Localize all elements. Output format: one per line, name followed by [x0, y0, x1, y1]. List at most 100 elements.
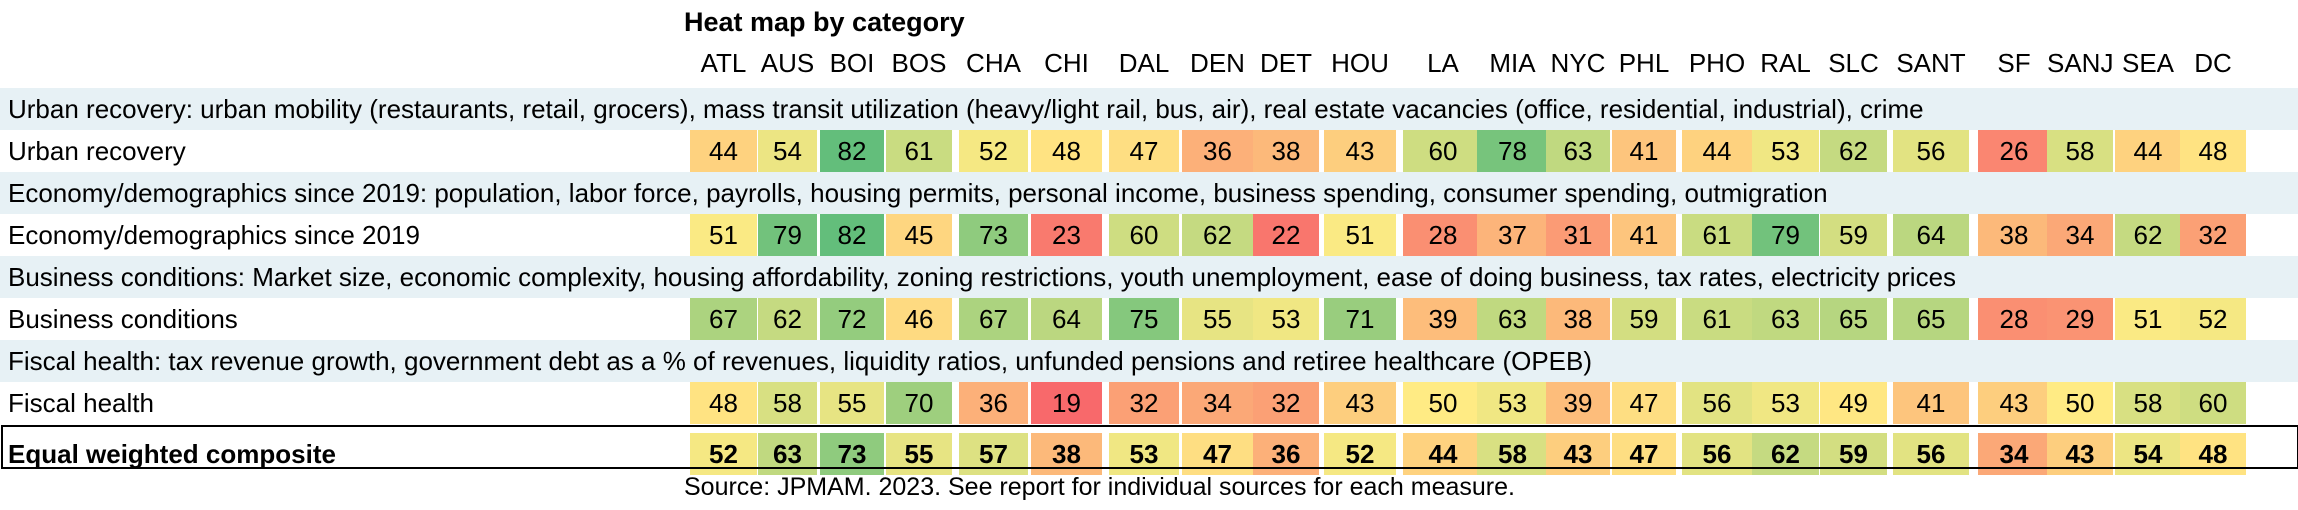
composite-row: Equal weighted composite 52 63 73 55 57 38 53 47…: [0, 433, 2298, 475]
heatmap-cell: 39: [1403, 298, 1483, 340]
column-header: CHI: [1044, 48, 1089, 78]
heatmap-cell: 44: [690, 130, 757, 172]
column-header: DC: [2194, 48, 2232, 78]
heatmap-cell: 61: [1682, 298, 1752, 340]
heatmap-cell: 58: [758, 382, 817, 424]
heatmap-cell: 61: [1682, 214, 1752, 256]
category-description: Business conditions: Market size, econom…: [0, 256, 2298, 298]
category-description: Urban recovery: urban mobility (restaura…: [0, 88, 2298, 130]
heatmap-cell: 60: [2180, 382, 2246, 424]
heatmap-cell: 36: [1182, 130, 1253, 172]
heatmap-cell: 43: [1324, 382, 1396, 424]
heatmap-cell: 60: [1403, 130, 1483, 172]
heatmap-cell: 41: [1893, 382, 1969, 424]
heatmap-cell: 55: [886, 433, 952, 475]
heatmap-cell: 54: [758, 130, 817, 172]
heatmap-cell: 38: [1978, 214, 2050, 256]
heatmap-cell: 62: [1752, 433, 1819, 475]
heatmap-cell: 49: [1820, 382, 1887, 424]
heatmap-cell: 63: [1546, 130, 1610, 172]
heatmap-cell: 52: [690, 433, 757, 475]
heatmap-cell: 58: [1477, 433, 1548, 475]
column-header: DET: [1260, 48, 1312, 78]
heatmap-cell: 62: [1820, 130, 1887, 172]
heatmap-cell: 79: [758, 214, 817, 256]
heatmap-cell: 43: [2047, 433, 2113, 475]
heatmap-cell: 62: [2115, 214, 2181, 256]
row-label: Business conditions: [8, 304, 238, 334]
heatmap-cell: 82: [820, 130, 884, 172]
heatmap-cell: 52: [1324, 433, 1396, 475]
heatmap-cell: 73: [959, 214, 1028, 256]
heatmap-cell: 63: [1752, 298, 1819, 340]
heatmap-cell: 43: [1546, 433, 1610, 475]
heatmap-cell: 64: [1031, 298, 1102, 340]
heatmap-cell: 56: [1893, 433, 1969, 475]
heatmap-cell: 53: [1253, 298, 1319, 340]
category-row: Business conditions 67 62 72 46 67 64 75 55 53 71 3…: [0, 298, 2298, 340]
column-header: DAL: [1118, 48, 1170, 78]
heatmap-cell: 32: [2180, 214, 2246, 256]
heatmap-cell: 34: [1182, 382, 1253, 424]
heatmap-cell: 56: [1893, 130, 1969, 172]
heatmap-cell: 59: [1820, 214, 1887, 256]
column-header: PHO: [1688, 48, 1746, 78]
heatmap-cell: 53: [1477, 382, 1548, 424]
heatmap-cell: 48: [2180, 433, 2246, 475]
heatmap-cell: 44: [1403, 433, 1483, 475]
heatmap-cell: 63: [1477, 298, 1548, 340]
source-note: Source: JPMAM. 2023. See report for indi…: [684, 473, 1515, 501]
heatmap-cell: 57: [959, 433, 1028, 475]
heatmap-cell: 44: [1682, 130, 1752, 172]
heatmap-cell: 54: [2115, 433, 2181, 475]
heatmap-cell: 38: [1546, 298, 1610, 340]
heatmap-cell: 75: [1109, 298, 1179, 340]
column-header: SLC: [1828, 48, 1879, 78]
heatmap-cell: 28: [1978, 298, 2050, 340]
heatmap-cell: 28: [1403, 214, 1483, 256]
row-label: Urban recovery: [8, 136, 186, 166]
heatmap-cell: 50: [1403, 382, 1483, 424]
column-header: SF: [1997, 48, 2031, 78]
heatmap-cell: 51: [2115, 298, 2181, 340]
column-header: BOI: [829, 48, 875, 78]
column-header: HOU: [1331, 48, 1389, 78]
heatmap-cell: 53: [1752, 382, 1819, 424]
heatmap-cell: 78: [1477, 130, 1548, 172]
heatmap-cell: 58: [2047, 130, 2113, 172]
heatmap-cell: 71: [1324, 298, 1396, 340]
heatmap-cell: 59: [1612, 298, 1676, 340]
heatmap-cell: 67: [959, 298, 1028, 340]
column-header: RAL: [1760, 48, 1811, 78]
heatmap-cell: 36: [959, 382, 1028, 424]
heatmap-cell: 51: [690, 214, 757, 256]
heatmap-cell: 70: [886, 382, 952, 424]
column-header: CHA: [966, 48, 1021, 78]
heatmap-cell: 26: [1978, 130, 2050, 172]
heatmap-cell: 47: [1109, 130, 1179, 172]
heatmap-cell: 45: [886, 214, 952, 256]
heatmap-cell: 48: [690, 382, 757, 424]
heatmap-cell: 56: [1682, 382, 1752, 424]
heatmap-cell: 56: [1682, 433, 1752, 475]
heatmap-cell: 52: [959, 130, 1028, 172]
heatmap-cell: 65: [1820, 298, 1887, 340]
heatmap-cell: 67: [690, 298, 757, 340]
heatmap-cell: 62: [758, 298, 817, 340]
heatmap-cell: 29: [2047, 298, 2113, 340]
heatmap-cell: 41: [1612, 214, 1676, 256]
heatmap-cell: 59: [1820, 433, 1887, 475]
heatmap-cell: 53: [1109, 433, 1179, 475]
chart-title: Heat map by category: [684, 7, 965, 37]
heatmap-cell: 64: [1893, 214, 1969, 256]
category-row: Economy/demographics since 2019 51 79 82 45 7…: [0, 214, 2298, 256]
row-label: Fiscal health: [8, 388, 154, 418]
heatmap-cell: 41: [1612, 130, 1676, 172]
heatmap-cell: 47: [1612, 433, 1676, 475]
heatmap-cell: 38: [1031, 433, 1102, 475]
heatmap-cell: 34: [2047, 214, 2113, 256]
column-header: ATL: [700, 48, 747, 78]
heatmap-cell: 43: [1978, 382, 2050, 424]
column-header: MIA: [1489, 48, 1536, 78]
heatmap-cell: 58: [2115, 382, 2181, 424]
